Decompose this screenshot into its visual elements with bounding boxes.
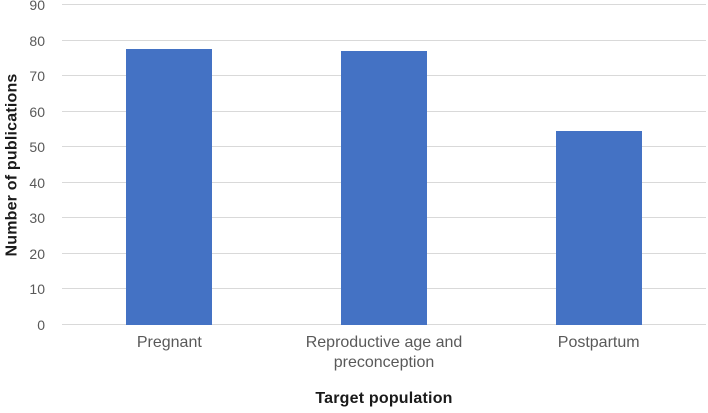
bar-postpartum bbox=[555, 131, 642, 325]
y-tick-label-50: 50 bbox=[29, 139, 45, 156]
y-axis-tick-labels: 0 10 20 30 40 50 60 70 80 90 bbox=[0, 0, 45, 333]
gridline-80 bbox=[62, 39, 706, 41]
y-tick-label-60: 60 bbox=[29, 103, 45, 120]
bar-pregnant bbox=[126, 49, 213, 325]
y-tick-label-20: 20 bbox=[29, 245, 45, 262]
x-category-label-pregnant: Pregnant bbox=[136, 334, 202, 351]
y-tick-label-30: 30 bbox=[29, 210, 45, 227]
x-axis-category-labels: Pregnant Reproductive age and preconcepti… bbox=[62, 333, 706, 373]
y-tick-label-0: 0 bbox=[37, 317, 45, 333]
x-axis-title: Target population bbox=[315, 390, 453, 407]
bar-reproductive-age-and-preconception bbox=[341, 51, 427, 325]
y-tick-label-40: 40 bbox=[29, 174, 45, 191]
y-tick-label-90: 90 bbox=[29, 0, 45, 13]
x-category-label-postpartum: Postpartum bbox=[557, 334, 640, 351]
y-tick-label-10: 10 bbox=[29, 281, 45, 298]
plot-area bbox=[62, 4, 706, 325]
gridline-90 bbox=[62, 4, 706, 5]
x-category-label-reproductive-age-and-preconception: Reproductive age and preconception bbox=[305, 334, 463, 371]
y-tick-label-70: 70 bbox=[29, 68, 45, 85]
y-tick-label-80: 80 bbox=[29, 32, 45, 49]
